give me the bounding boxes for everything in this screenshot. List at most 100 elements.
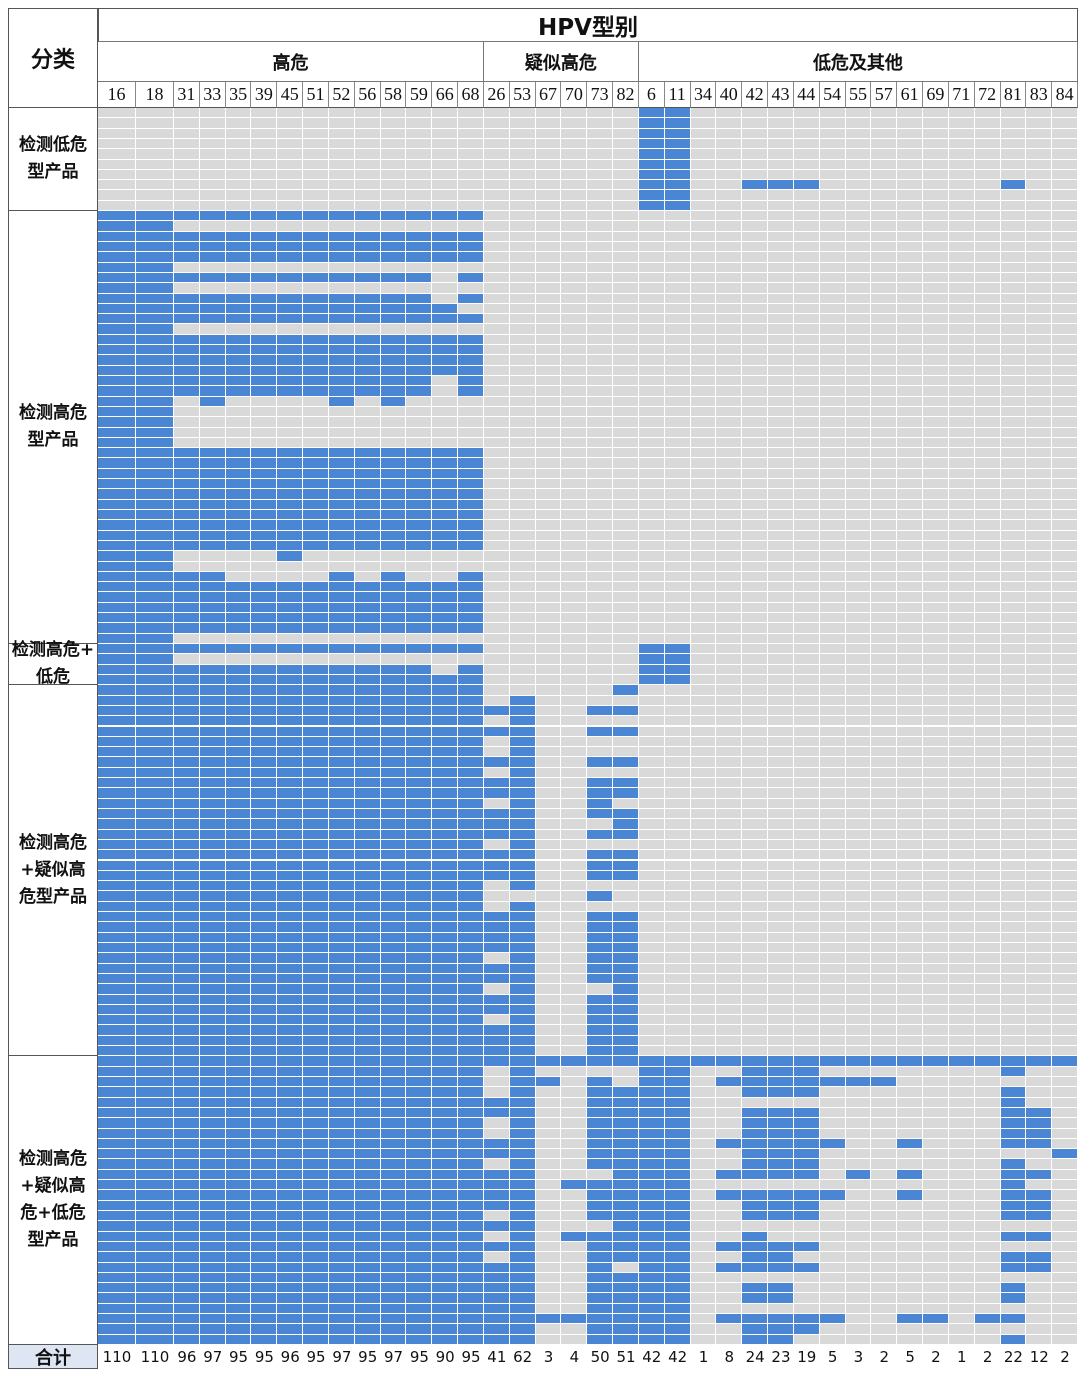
cell-empty [1052, 592, 1078, 603]
cell-positive [509, 850, 536, 861]
cell-empty [1026, 716, 1053, 727]
cell-empty [277, 169, 304, 181]
cell-positive [458, 1293, 484, 1304]
cell-empty [1000, 912, 1027, 923]
cell-empty [716, 685, 743, 696]
cell-positive [354, 355, 381, 366]
cell-positive [277, 252, 304, 263]
cell-empty [483, 211, 510, 222]
cell-positive [225, 1283, 252, 1294]
cell-positive [1026, 1200, 1053, 1211]
cell-positive [509, 963, 536, 974]
cell-empty [819, 118, 846, 129]
cell-empty [897, 448, 924, 459]
cell-empty [845, 819, 872, 830]
cell-empty [1026, 1159, 1053, 1170]
cell-empty [716, 1231, 743, 1242]
cell-positive [483, 1180, 510, 1191]
cell-positive [587, 1293, 614, 1304]
cell-empty [871, 530, 898, 541]
cell-empty [793, 355, 820, 366]
cell-positive [458, 685, 484, 696]
cell-empty [897, 891, 924, 902]
cell-positive [768, 1128, 794, 1139]
cell-empty [742, 128, 769, 139]
cell-empty [1052, 1004, 1078, 1016]
cell-empty [613, 427, 639, 438]
cell-empty [664, 623, 691, 634]
cell-positive [793, 1149, 820, 1160]
cell-empty [897, 1293, 924, 1304]
cell-empty [199, 654, 226, 665]
cell-empty [613, 520, 639, 531]
cell-empty [1052, 1314, 1078, 1325]
cell-empty [1000, 613, 1027, 624]
cell-empty [897, 705, 924, 717]
group-header: 低危及其他 [638, 42, 1078, 82]
cell-empty [613, 623, 639, 634]
cell-positive [199, 850, 226, 861]
cell-positive [354, 984, 381, 995]
cell-positive [136, 272, 174, 284]
cell-empty [871, 1324, 898, 1335]
cell-empty [923, 1324, 949, 1335]
cell-positive [277, 376, 304, 387]
cell-empty [948, 1334, 975, 1345]
cell-empty [948, 211, 975, 222]
cell-empty [897, 334, 924, 346]
cell-empty [587, 314, 614, 325]
cell-empty [509, 180, 536, 191]
cell-empty [923, 169, 949, 181]
cell-empty [251, 169, 278, 181]
cell-empty [483, 1015, 510, 1026]
cell-positive [98, 870, 136, 882]
cell-positive [483, 808, 510, 820]
cell-empty [638, 324, 665, 335]
cell-empty [793, 365, 820, 376]
cell-empty [974, 644, 1001, 655]
cell-empty [328, 427, 355, 438]
cell-empty [1000, 592, 1027, 603]
cell-positive [199, 1293, 226, 1304]
cell-positive [432, 1046, 459, 1057]
cell-empty [664, 221, 691, 232]
cell-empty [1052, 1180, 1078, 1191]
cell-positive [277, 1241, 304, 1253]
cell-positive [136, 808, 174, 820]
cell-empty [1026, 592, 1053, 603]
cell-positive [793, 1324, 820, 1335]
cell-empty [819, 159, 846, 170]
cell-empty [1052, 685, 1078, 696]
cell-positive [136, 839, 174, 851]
cell-empty [613, 190, 639, 201]
cell-positive [98, 520, 136, 531]
cell-positive [136, 613, 174, 624]
cell-empty [535, 674, 562, 686]
cell-positive [638, 1303, 665, 1315]
cell-empty [871, 1314, 898, 1325]
cell-empty [587, 901, 614, 913]
cell-positive [483, 922, 510, 933]
cell-empty [716, 293, 743, 304]
cell-positive [277, 272, 304, 284]
cell-empty [974, 489, 1001, 500]
cell-empty [535, 705, 562, 717]
cell-positive [406, 685, 433, 696]
cell-empty [923, 365, 949, 376]
cell-positive [458, 994, 484, 1005]
cell-positive [277, 489, 304, 500]
cell-empty [613, 613, 639, 624]
cell-empty [664, 571, 691, 583]
cell-positive [587, 1262, 614, 1273]
cell-empty [174, 149, 200, 160]
cell-empty [1052, 912, 1078, 923]
cell-empty [1052, 479, 1078, 490]
cell-empty [768, 427, 794, 438]
cell-empty [768, 1272, 794, 1284]
cell-empty [793, 324, 820, 335]
cell-positive [328, 747, 355, 758]
cell-empty [613, 293, 639, 304]
cell-positive [303, 1004, 329, 1016]
cell-positive [277, 345, 304, 356]
cell-positive [432, 540, 459, 552]
